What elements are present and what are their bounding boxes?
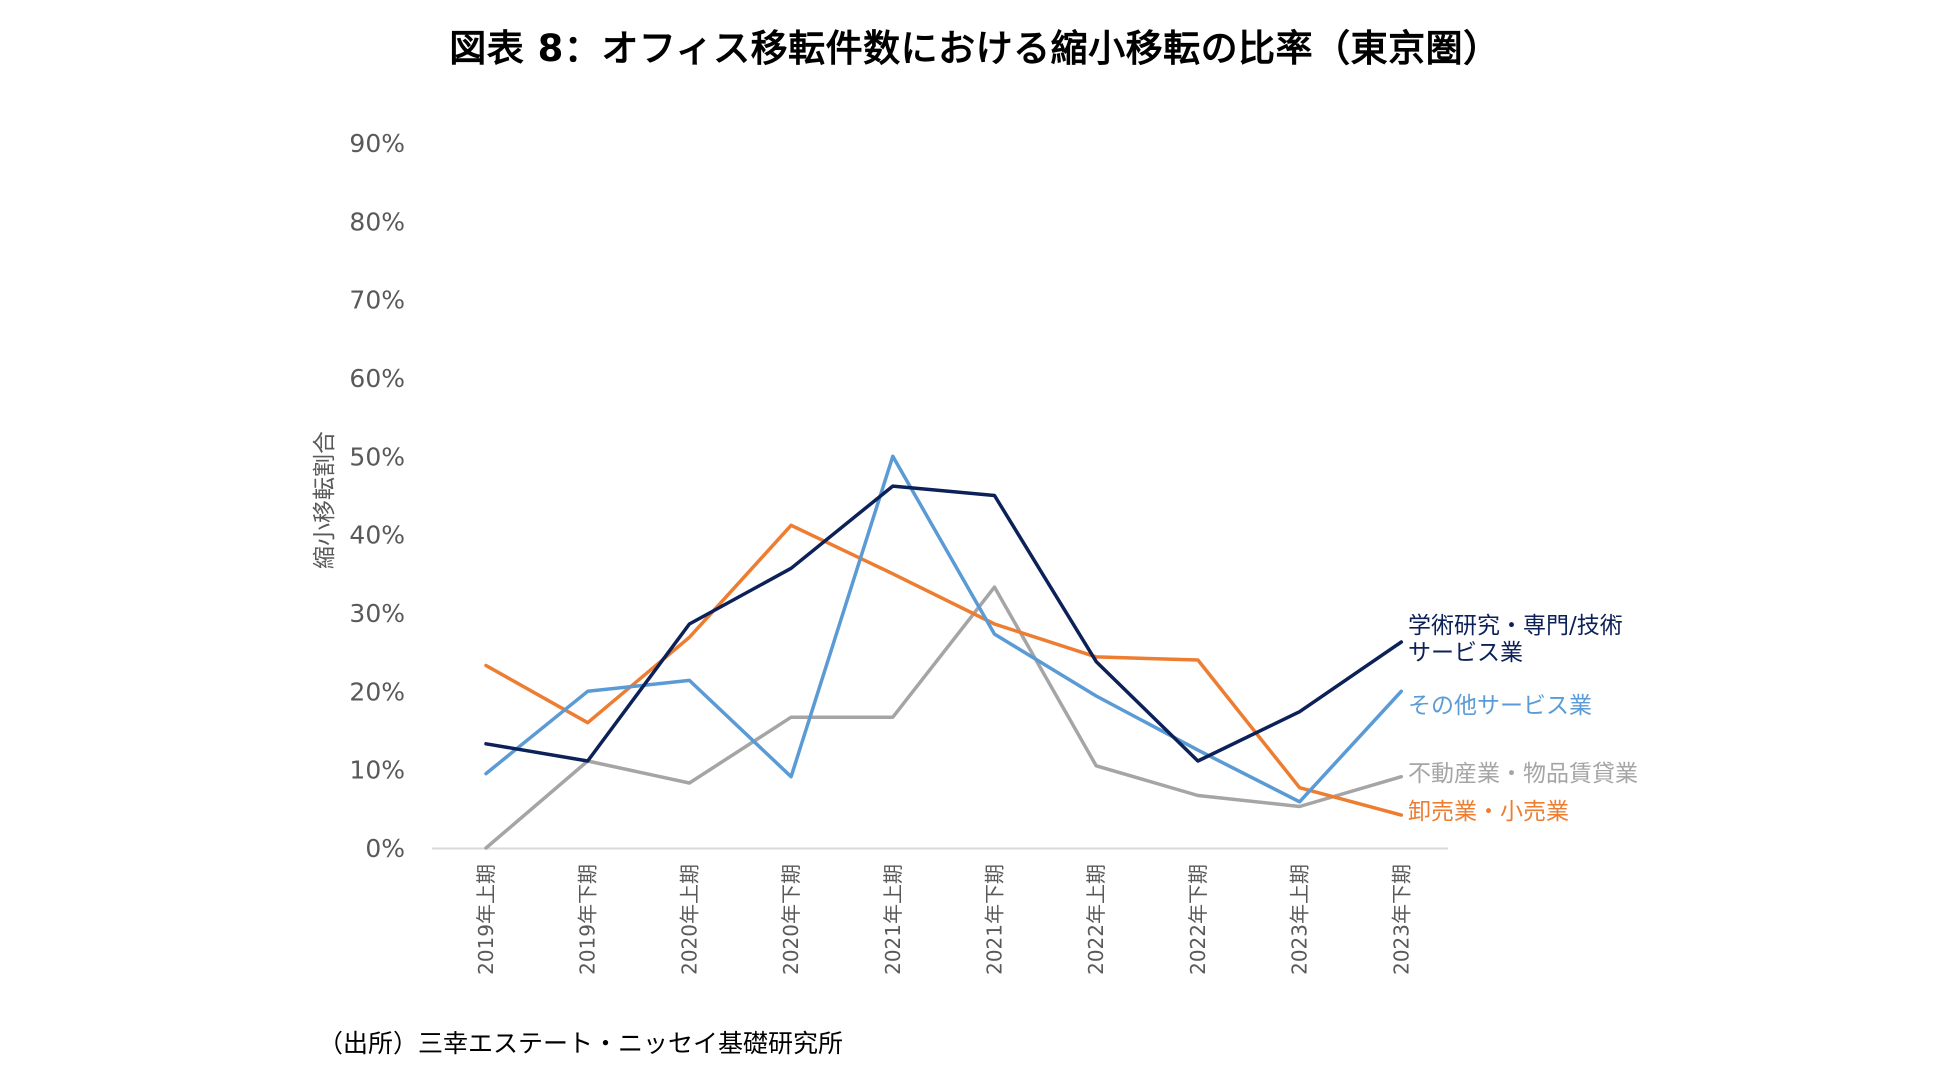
y-tick-label: 30% [349,599,405,628]
y-tick-label: 80% [349,207,405,236]
y-tick-label: 60% [349,364,405,393]
series-label: 卸売業・小売業 [1408,799,1569,825]
x-tick-label: 2022年上期 [1084,864,1108,975]
x-tick-label: 2023年下期 [1389,864,1413,975]
series-label: 不動産業・物品賃貸業 [1408,761,1638,787]
series-lines [484,454,1404,850]
x-tick-label: 2020年下期 [779,864,803,975]
x-tick-label: 2022年下期 [1186,864,1210,975]
series-line [484,454,1404,804]
x-tick-labels: 2019年上期 2019年下期 2020年上期 2020年下期 2021年上期 2021年… [474,864,1413,975]
y-tick-label: 50% [349,442,405,471]
x-tick-label: 2019年上期 [474,864,498,975]
chart-title: 図表 8：オフィス移転件数における縮小移転の比率（東京圏） [449,27,1501,70]
series-line [484,585,1404,850]
y-tick-label: 40% [349,521,405,550]
series-line [484,484,1404,763]
y-axis-title-group: 縮小移転割合 [312,431,338,569]
y-tick-label: 0% [365,834,405,863]
y-tick-label: 20% [349,677,405,706]
y-tick-label: 10% [349,756,405,785]
y-tick-label: 70% [349,286,405,315]
x-tick-label: 2020年上期 [677,864,701,975]
series-label: 学術研究・専門/技術サービス業 [1408,613,1623,666]
y-tick-labels: 0% 10% 20% 30% 40% 50% 60% 70% 80% 90% [349,129,405,863]
source-note: （出所）三幸エステート・ニッセイ基礎研究所 [318,1029,844,1058]
x-tick-label: 2019年下期 [576,864,600,975]
x-tick-label: 2023年上期 [1288,864,1312,975]
y-axis-title: 縮小移転割合 [312,431,338,569]
x-tick-label: 2021年下期 [983,864,1007,975]
x-tick-label: 2021年上期 [881,864,905,975]
series-line [484,523,1404,817]
y-tick-label: 90% [349,129,405,158]
series-label: その他サービス業 [1408,693,1592,719]
